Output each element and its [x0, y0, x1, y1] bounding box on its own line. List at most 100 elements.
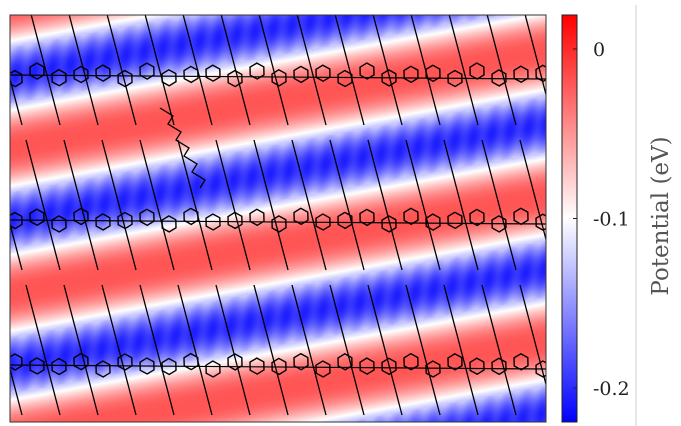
zigzag-chain-line — [159, 107, 206, 189]
molecule-ring-mark — [337, 211, 353, 230]
molecule-ring-mark — [249, 62, 265, 80]
molecule-ring-mark — [117, 353, 133, 371]
alkyl-chain-line — [25, 139, 61, 271]
molecule-ring-mark — [183, 352, 199, 371]
molecule-ring-mark — [491, 357, 507, 376]
alkyl-chain-line — [405, 284, 441, 416]
molecule-backbone-line — [10, 74, 546, 80]
molecule-ring-mark — [293, 352, 309, 371]
alkyl-chain-line — [367, 284, 403, 416]
alkyl-chain-line — [10, 366, 23, 416]
colorbar: 0 -0.1 -0.2 Potential (eV) — [561, 14, 674, 423]
molecule-ring-mark — [95, 213, 111, 231]
molecule-ring-mark — [10, 353, 23, 371]
colorbar-title: Potential (eV) — [648, 136, 674, 295]
molecule-ring-mark — [227, 69, 243, 88]
alkyl-chain-line — [144, 15, 175, 126]
molecule-ring-mark — [381, 215, 397, 233]
molecule-ring-mark — [271, 215, 287, 233]
alkyl-chain-line — [253, 139, 289, 271]
alkyl-chain-line — [291, 139, 327, 271]
molecule-ring-mark — [227, 353, 243, 371]
molecule-ring-mark — [293, 65, 309, 84]
alkyl-chain-line — [30, 15, 61, 126]
alkyl-chain-line — [448, 15, 479, 126]
colorbar-tick-label: 0 — [593, 39, 605, 61]
molecule-ring-mark — [337, 69, 353, 88]
molecule-ring-mark — [161, 68, 177, 87]
molecule-ring-mark — [205, 360, 221, 378]
molecule-ring-mark — [513, 65, 529, 84]
molecule-ring-mark — [337, 352, 353, 371]
molecule-ring-mark — [73, 352, 89, 371]
molecule-ring-mark — [271, 68, 287, 87]
molecule-ring-mark — [51, 68, 67, 87]
alkyl-chain-line — [220, 15, 251, 126]
alkyl-chain-line — [63, 139, 99, 271]
molecule-ring-mark — [95, 64, 111, 82]
molecule-ring-mark — [315, 64, 331, 83]
alkyl-chain-line — [524, 15, 546, 97]
molecule-ring-mark — [205, 64, 221, 82]
molecule-ring-mark — [293, 207, 309, 226]
alkyl-chain-line — [443, 284, 479, 416]
plot-frame — [9, 14, 547, 423]
molecule-ring-mark — [315, 213, 331, 231]
molecule-ring-mark — [359, 62, 375, 80]
alkyl-chain-line — [258, 15, 289, 126]
molecule-ring-mark — [249, 357, 265, 375]
alkyl-chain-line — [253, 284, 289, 416]
colorbar-ticks: 0 -0.1 -0.2 — [573, 39, 630, 400]
alkyl-chain-line — [63, 284, 99, 416]
alkyl-chain-line — [101, 284, 137, 416]
molecule-ring-mark — [359, 357, 375, 375]
alkyl-chain-line — [101, 139, 137, 271]
molecule-ring-mark — [535, 360, 546, 378]
alkyl-chain-line — [367, 139, 403, 271]
molecule-ring-mark — [139, 357, 155, 375]
molecule-ring-mark — [29, 62, 45, 80]
molecule-ring-mark — [469, 208, 485, 227]
alkyl-chain-line — [481, 284, 517, 416]
molecule-ring-mark — [29, 357, 45, 375]
alkyl-chain-line — [10, 76, 23, 126]
alkyl-chain-line — [410, 15, 441, 126]
alkyl-chain-line — [25, 284, 61, 416]
molecule-ring-mark — [447, 69, 463, 88]
alkyl-chain-line — [106, 15, 137, 126]
colorbar-tick-label: -0.1 — [593, 209, 630, 231]
molecule-ring-mark — [447, 211, 463, 230]
molecule-ring-mark — [227, 211, 243, 230]
alkyl-chain-line — [291, 284, 327, 416]
alkyl-chain-line — [177, 284, 213, 416]
molecule-ring-mark — [10, 211, 23, 230]
alkyl-chain-line — [10, 221, 23, 271]
alkyl-chain-line — [177, 139, 213, 271]
alkyl-chain-line — [139, 284, 175, 416]
alkyl-chain-line — [68, 15, 99, 126]
alkyl-chain-line — [215, 139, 251, 271]
heatmap-plot — [9, 14, 547, 423]
alkyl-chain-line — [139, 139, 175, 271]
molecule-ring-mark — [73, 207, 89, 226]
molecule-ring-mark — [425, 360, 441, 378]
alkyl-chain-line — [519, 284, 546, 387]
molecule-ring-mark — [139, 62, 155, 80]
molecule-ring-mark — [271, 357, 287, 376]
molecule-ring-mark — [403, 207, 419, 226]
alkyl-chain-line — [405, 139, 441, 271]
molecule-ring-mark — [403, 65, 419, 84]
alkyl-chain-line — [372, 15, 403, 126]
molecule-ring-mark — [29, 208, 45, 227]
molecule-ring-mark — [117, 69, 133, 88]
molecule-ring-mark — [403, 352, 419, 371]
molecule-ring-mark — [183, 207, 199, 226]
molecule-ring-mark — [447, 352, 463, 371]
alkyl-chain-line — [334, 15, 365, 126]
molecule-ring-mark — [205, 213, 221, 231]
molecule-ring-mark — [491, 69, 507, 87]
molecule-ring-mark — [315, 360, 331, 378]
molecule-ring-mark — [51, 357, 67, 376]
molecule-ring-mark — [469, 357, 485, 376]
